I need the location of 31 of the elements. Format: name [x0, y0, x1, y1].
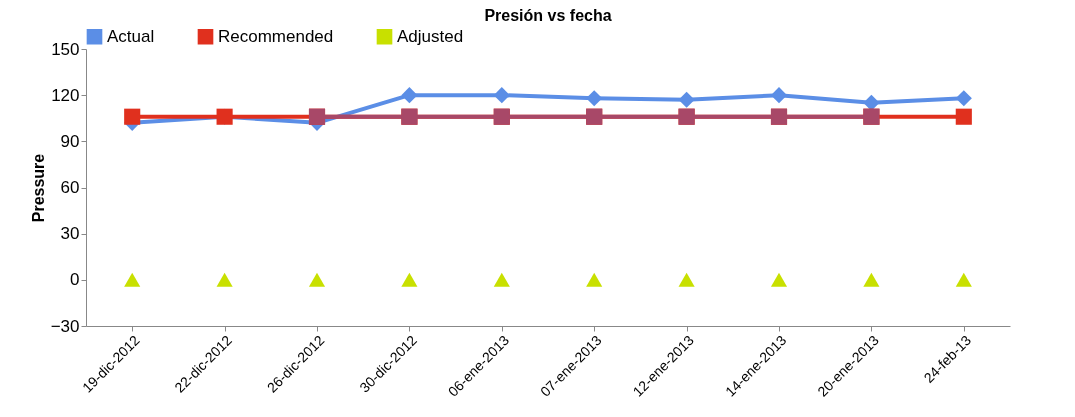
point [124, 108, 141, 125]
point [863, 94, 880, 111]
point [955, 108, 972, 125]
point [955, 272, 972, 287]
point [216, 272, 233, 287]
chart-title: Presión vs fecha [484, 7, 612, 24]
point [493, 272, 510, 287]
point [955, 90, 972, 107]
point [124, 272, 141, 287]
point [863, 272, 880, 287]
y-tick-label: 0 [70, 270, 80, 290]
point [678, 272, 695, 287]
point [401, 87, 418, 104]
y-tick-label: 90 [60, 131, 80, 151]
y-tick-label: 60 [60, 178, 80, 197]
point [401, 272, 418, 287]
y-tick-label: 150 [51, 39, 80, 59]
y-tick-label: −30 [50, 316, 80, 336]
y-axis-title: Pressure [29, 153, 47, 223]
point [770, 272, 788, 287]
point [770, 87, 788, 104]
point [493, 87, 510, 104]
legend-label: Adjusted [397, 26, 464, 46]
legend-label: Actual [107, 26, 155, 46]
legend-label: Recommended [218, 26, 334, 46]
point [308, 272, 326, 287]
y-tick-label: 120 [51, 85, 80, 105]
point [586, 272, 603, 287]
y-tick-label: 30 [60, 224, 80, 244]
point [586, 90, 603, 107]
point [678, 91, 695, 108]
